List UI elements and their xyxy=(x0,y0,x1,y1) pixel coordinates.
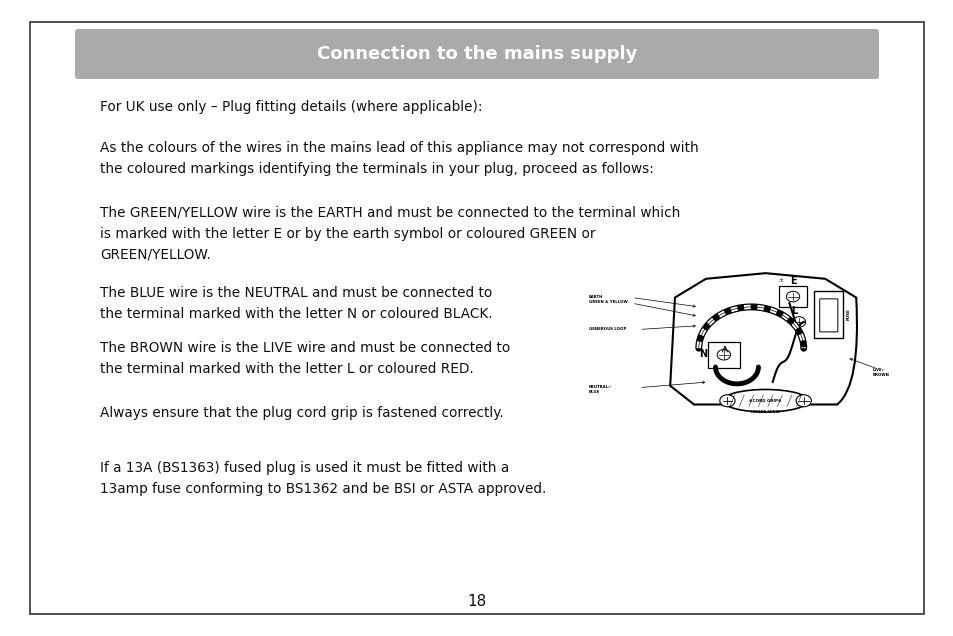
Circle shape xyxy=(720,395,734,407)
Text: ±: ± xyxy=(778,278,782,283)
FancyBboxPatch shape xyxy=(819,299,837,332)
Text: The BROWN wire is the LIVE wire and must be connected to
the terminal marked wit: The BROWN wire is the LIVE wire and must… xyxy=(100,341,510,376)
Text: 18: 18 xyxy=(467,593,486,609)
Circle shape xyxy=(795,395,810,407)
Text: If a 13A (BS1363) fused plug is used it must be fitted with a
13amp fuse conform: If a 13A (BS1363) fused plug is used it … xyxy=(100,461,546,495)
Text: As the colours of the wires in the mains lead of this appliance may not correspo: As the colours of the wires in the mains… xyxy=(100,141,698,176)
Text: Connection to the mains supply: Connection to the mains supply xyxy=(316,45,637,63)
Circle shape xyxy=(785,291,799,302)
FancyBboxPatch shape xyxy=(779,286,806,307)
Text: FUSE: FUSE xyxy=(846,308,850,321)
Text: NEUTRAL:-
BLUE: NEUTRAL:- BLUE xyxy=(588,385,612,394)
PathPatch shape xyxy=(669,273,856,404)
Text: EARTH
GREEN & YELLOW: EARTH GREEN & YELLOW xyxy=(588,295,627,304)
Text: L: L xyxy=(790,306,797,315)
Text: N: N xyxy=(699,349,707,359)
Text: The GREEN/YELLOW wire is the EARTH and must be connected to the terminal which
i: The GREEN/YELLOW wire is the EARTH and m… xyxy=(100,206,679,261)
Circle shape xyxy=(791,317,804,327)
FancyBboxPatch shape xyxy=(814,291,842,338)
FancyBboxPatch shape xyxy=(707,342,740,368)
Text: ⊗CORD GRIP⊗: ⊗CORD GRIP⊗ xyxy=(748,399,781,403)
Text: Always ensure that the plug cord grip is fastened correctly.: Always ensure that the plug cord grip is… xyxy=(100,406,503,420)
Text: For UK use only – Plug fitting details (where applicable):: For UK use only – Plug fitting details (… xyxy=(100,100,482,114)
Text: INSIDE VIEW: INSIDE VIEW xyxy=(750,410,780,414)
FancyBboxPatch shape xyxy=(30,22,923,614)
Text: The BLUE wire is the NEUTRAL and must be connected to
the terminal marked with t: The BLUE wire is the NEUTRAL and must be… xyxy=(100,286,492,321)
Text: GENEROUS LOOP: GENEROUS LOOP xyxy=(588,328,626,331)
Circle shape xyxy=(717,350,730,360)
Text: E: E xyxy=(789,275,796,286)
FancyBboxPatch shape xyxy=(75,29,878,79)
Ellipse shape xyxy=(722,389,807,412)
Text: LIVE:-
BROWN: LIVE:- BROWN xyxy=(872,368,889,377)
